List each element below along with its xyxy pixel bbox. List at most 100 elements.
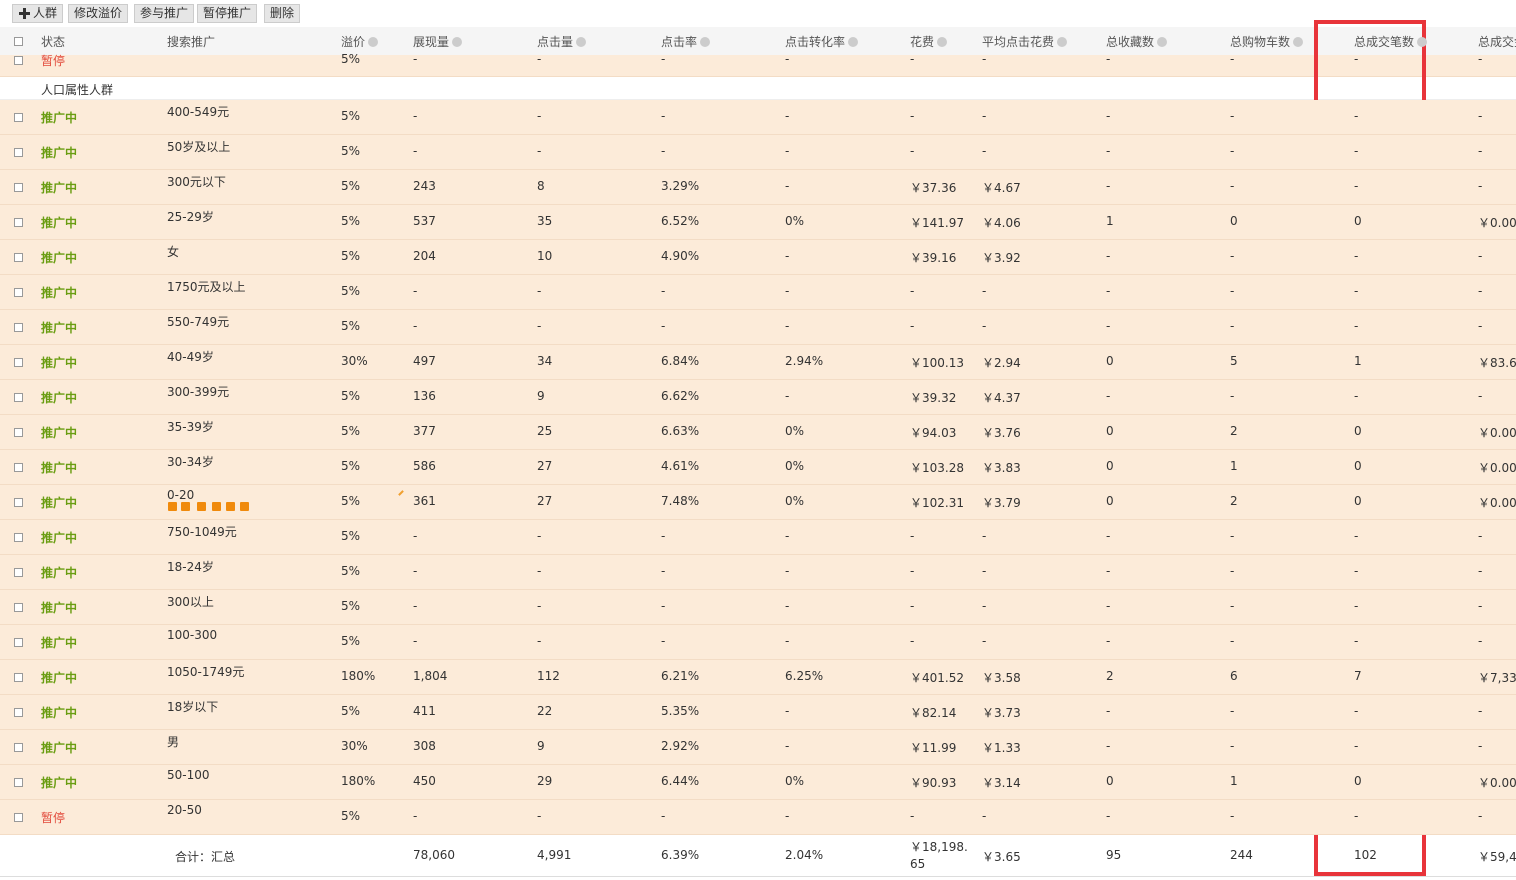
checkbox[interactable] <box>14 673 23 682</box>
cell: 0 <box>1106 354 1114 368</box>
checkbox[interactable] <box>14 37 23 46</box>
cell: ￥0.00 <box>1478 461 1516 475</box>
cell: ￥39.16 <box>910 251 957 265</box>
checkbox[interactable] <box>14 218 23 227</box>
checkbox[interactable] <box>14 708 23 717</box>
cell: 2 <box>1230 494 1238 508</box>
checkbox[interactable] <box>14 253 23 262</box>
cell: - <box>982 284 987 298</box>
status: 推广中 <box>41 321 78 335</box>
table-row <box>0 415 1516 450</box>
cell: - <box>1230 52 1235 66</box>
checkbox[interactable] <box>14 743 23 752</box>
cell: ￥3.83 <box>982 461 1021 475</box>
cell: 4.61% <box>661 459 700 473</box>
total-cell: 2.04% <box>785 848 824 862</box>
cell: 5% <box>341 704 361 718</box>
cell: ￥141.97 <box>910 216 964 230</box>
cell: - <box>1230 634 1235 648</box>
cell: - <box>1230 179 1235 193</box>
toolbar-button[interactable]: 人群 <box>12 4 64 23</box>
cell: - <box>910 144 915 158</box>
cell: - <box>413 809 418 823</box>
cell: 5% <box>341 494 361 508</box>
cell: - <box>1230 109 1235 123</box>
checkbox[interactable] <box>14 463 23 472</box>
name: 300-399元 <box>167 385 230 399</box>
cell: 2 <box>1106 669 1114 683</box>
cell: ￥3.76 <box>982 426 1021 440</box>
total-cell: ￥18,198.65 <box>910 840 968 871</box>
cell: ￥82.14 <box>910 706 957 720</box>
status: 推广中 <box>41 356 78 370</box>
cell: - <box>1230 599 1235 613</box>
cell: ￥3.79 <box>982 496 1021 510</box>
action-icon[interactable] <box>181 502 190 511</box>
cell: 308 <box>413 739 436 753</box>
cell: - <box>785 599 790 613</box>
table-row <box>0 345 1516 380</box>
cell: - <box>785 52 790 66</box>
cell: - <box>910 109 915 123</box>
help-icon <box>700 37 711 47</box>
cell: 6.21% <box>661 669 700 683</box>
cell: ￥0.00 <box>1478 776 1516 790</box>
cell: ￥3.92 <box>982 251 1021 265</box>
cell: - <box>982 634 987 648</box>
cell: - <box>1354 634 1359 648</box>
cell: - <box>1106 179 1111 193</box>
cell: - <box>910 634 915 648</box>
checkbox[interactable] <box>14 778 23 787</box>
cell: ￥94.03 <box>910 426 957 440</box>
help-icon <box>1057 37 1068 47</box>
action-icon[interactable] <box>240 502 249 511</box>
cell: - <box>537 284 542 298</box>
cell: ￥3.73 <box>982 706 1021 720</box>
checkbox[interactable] <box>14 568 23 577</box>
checkbox[interactable] <box>14 533 23 542</box>
cell: - <box>1106 109 1111 123</box>
status: 推广中 <box>41 251 78 265</box>
checkbox[interactable] <box>14 393 23 402</box>
cell: 5% <box>341 249 361 263</box>
checkbox[interactable] <box>14 148 23 157</box>
cell: - <box>537 529 542 543</box>
toolbar-button[interactable]: 参与推广 <box>134 4 195 23</box>
checkbox[interactable] <box>14 638 23 647</box>
action-icon[interactable] <box>212 502 221 511</box>
checkbox[interactable] <box>14 498 23 507</box>
checkbox[interactable] <box>14 428 23 437</box>
action-icon[interactable] <box>197 502 206 511</box>
cell: - <box>1230 144 1235 158</box>
total-row <box>0 835 1516 877</box>
cell: 5% <box>341 214 361 228</box>
total-cell: 6.39% <box>661 848 700 862</box>
checkbox[interactable] <box>14 323 23 332</box>
cell: - <box>785 249 790 263</box>
toolbar-button[interactable]: 修改溢价 <box>68 4 129 23</box>
cell: 1,804 <box>413 669 448 683</box>
checkbox[interactable] <box>14 603 23 612</box>
checkbox[interactable] <box>14 183 23 192</box>
cell: - <box>661 529 666 543</box>
cell: 6.63% <box>661 424 700 438</box>
status: 推广中 <box>41 146 78 160</box>
checkbox[interactable] <box>14 288 23 297</box>
toolbar-button[interactable]: 暂停推广 <box>197 4 258 23</box>
action-icon[interactable] <box>168 502 177 511</box>
cell: 3.29% <box>661 179 700 193</box>
checkbox[interactable] <box>14 358 23 367</box>
checkbox[interactable] <box>14 113 23 122</box>
cell: - <box>785 284 790 298</box>
cell: 8 <box>537 179 545 193</box>
cell: - <box>1230 249 1235 263</box>
cell: - <box>785 634 790 648</box>
checkbox[interactable] <box>14 56 23 65</box>
status: 推广中 <box>41 636 78 650</box>
name: 女 <box>167 245 180 259</box>
cell: - <box>1478 739 1483 753</box>
checkbox[interactable] <box>14 813 23 822</box>
cell: - <box>910 564 915 578</box>
toolbar-button[interactable]: 删除 <box>264 4 301 23</box>
action-icon[interactable] <box>226 502 235 511</box>
